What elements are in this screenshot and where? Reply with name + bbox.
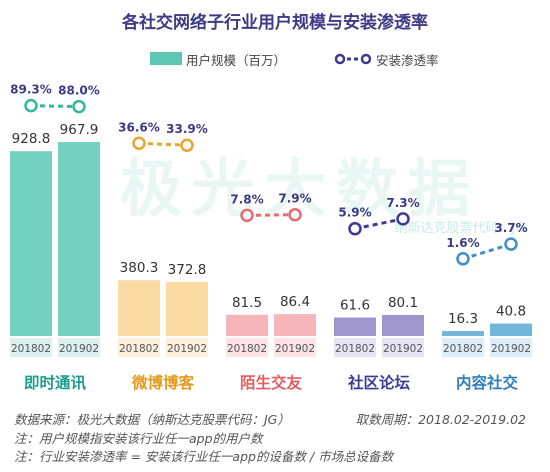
penetration-point (240, 208, 254, 223)
bar-value-label: 16.3 (448, 311, 478, 327)
period-tick-label: 201802 (335, 343, 375, 355)
legend-line-label: 安装渗透率 (376, 53, 439, 68)
bar (334, 317, 376, 336)
penetration-line (354, 217, 404, 231)
penetration-label: 7.3% (386, 196, 419, 210)
lines-layer: 89.3% 88.0% 36.6% 33.9% 7.8% 7.9% 5.9% 7.3% 1.6%… (10, 83, 528, 266)
period-tile (10, 338, 52, 357)
penetration-point (180, 138, 194, 152)
penetration-label: 7.8% (230, 192, 263, 206)
period-tick-label: 201802 (443, 343, 483, 355)
penetration-point (132, 136, 146, 151)
footnotes: 数据来源：极光大数据（纳斯达克股票代码：JG） 取数周期：2018.02-201… (14, 411, 544, 467)
penetration-line (30, 104, 80, 109)
bar-value-label: 81.5 (232, 295, 262, 311)
penetration-point (72, 99, 86, 114)
penetration-label: 3.7% (494, 221, 527, 235)
category-label: 内容社交 (456, 373, 519, 392)
legend-bar-swatch (150, 52, 182, 65)
bar (490, 323, 532, 336)
bar-value-label: 928.8 (12, 131, 51, 147)
period-tile (382, 338, 424, 357)
category-label: 社区论坛 (347, 373, 411, 392)
penetration-label: 1.6% (446, 236, 479, 250)
bar-value-label: 372.8 (168, 262, 207, 278)
period-tile (490, 338, 532, 357)
bar-value-label: 380.3 (120, 260, 159, 276)
period-tile (58, 338, 100, 357)
legend-bar-label: 用户规模（百万） (186, 53, 287, 68)
bar-value-label: 80.1 (388, 295, 418, 311)
period-tick-label: 201902 (275, 343, 315, 355)
bar (166, 282, 208, 336)
period-tick-label: 201902 (59, 343, 99, 355)
period-tile (118, 338, 160, 357)
penetration-point (24, 98, 38, 113)
category-label: 微博博客 (131, 373, 195, 392)
period-tick-label: 201802 (227, 343, 267, 355)
bar (58, 142, 100, 336)
period-tick-label: 201902 (167, 343, 207, 355)
period-tick-label: 201802 (119, 343, 159, 355)
chart-title: 各社交网络子行业用户规模与安装渗透率 (122, 13, 428, 33)
bar-value-label: 40.8 (496, 304, 526, 320)
period-tile (442, 338, 484, 357)
bar (442, 331, 484, 336)
penetration-label: 7.9% (278, 192, 311, 206)
period-tile (166, 338, 208, 357)
bar (226, 314, 268, 336)
category-label: 即时通讯 (24, 374, 87, 392)
note-user-scale: 注：用户规模指安装该行业任一app的用户数 (14, 430, 263, 446)
legend: 用户规模（百万） 安装渗透率 (150, 48, 530, 70)
period-tile (274, 338, 316, 357)
period-tile (334, 338, 376, 357)
bar (274, 314, 316, 336)
bar (10, 151, 52, 336)
penetration-point (504, 237, 518, 251)
bars-layer: 928.8 201802 967.9 201902 即时通讯 380.3 201802 372… (10, 122, 532, 392)
period-tick-label: 201902 (491, 343, 531, 355)
penetration-point (288, 207, 302, 222)
bar-value-label: 86.4 (280, 294, 310, 310)
category-label: 陌生交友 (240, 373, 303, 392)
penetration-point (348, 221, 362, 236)
period-tick-label: 201802 (11, 343, 51, 355)
bar (382, 314, 424, 336)
bar-value-label: 61.6 (340, 298, 370, 314)
penetration-label: 5.9% (338, 206, 371, 220)
penetration-point (456, 252, 470, 266)
watermark-subtext: 纳斯达克股票代码：JG (395, 221, 526, 236)
penetration-point (396, 212, 410, 226)
bar-value-label: 967.9 (60, 122, 99, 138)
penetration-line (138, 141, 188, 147)
note-penetration: 注：行业安装渗透率 = 安装该行业任一app的设备数 / 市场总设备数 (14, 449, 394, 464)
source-note: 数据来源：极光大数据（纳斯达克股票代码：JG） (14, 412, 290, 427)
period-note: 取数周期：2018.02-2019.02 (355, 412, 526, 427)
legend-line-swatch (335, 53, 371, 65)
period-tick-label: 201902 (383, 343, 423, 355)
penetration-label: 89.3% (10, 83, 52, 97)
penetration-line (246, 213, 296, 217)
period-tile (226, 338, 268, 357)
penetration-label: 88.0% (58, 84, 100, 98)
bar (118, 280, 160, 336)
penetration-label: 33.9% (166, 122, 208, 136)
penetration-label: 36.6% (118, 120, 160, 134)
